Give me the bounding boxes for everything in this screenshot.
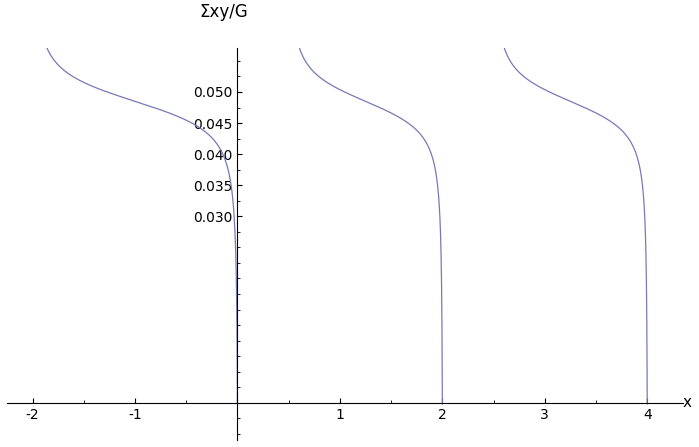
Text: x: x — [683, 395, 692, 410]
Text: Σxy/G: Σxy/G — [199, 3, 247, 21]
